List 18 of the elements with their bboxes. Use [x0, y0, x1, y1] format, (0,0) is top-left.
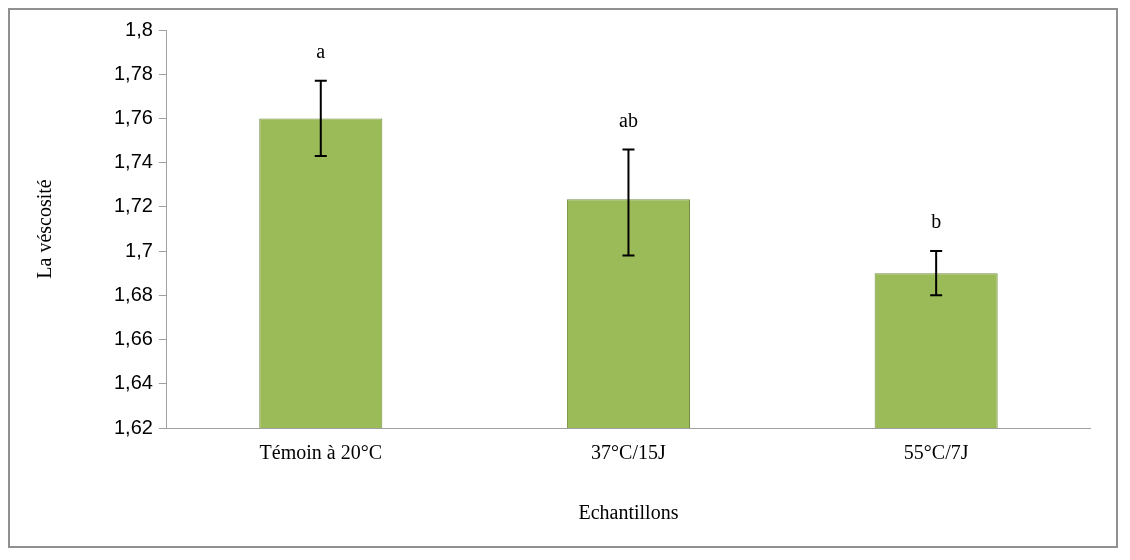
- y-tick-label: 1,62: [113, 415, 153, 438]
- y-tick-label: 1,66: [113, 327, 153, 350]
- x-tick-label: 55°C/7J: [903, 441, 969, 464]
- y-tick-label: 1,72: [113, 194, 153, 217]
- annotation: a: [316, 40, 326, 63]
- y-tick-label: 1,74: [113, 150, 153, 173]
- y-tick-label: 1,64: [113, 371, 153, 394]
- y-tick-label: 1,68: [113, 282, 153, 305]
- y-axis-title: La véscosité: [33, 179, 56, 279]
- y-tick-label: 1,7: [125, 238, 153, 261]
- x-tick-label: 37°C/15J: [591, 441, 667, 464]
- annotation: ab: [619, 108, 638, 131]
- annotation: b: [931, 210, 942, 233]
- y-tick-label: 1,8: [125, 17, 153, 40]
- y-tick-label: 1,76: [113, 105, 153, 128]
- x-tick-label: Témoin à 20°C: [259, 441, 382, 464]
- y-tick-label: 1,78: [113, 61, 153, 84]
- x-axis-title: Echantillons: [578, 501, 679, 524]
